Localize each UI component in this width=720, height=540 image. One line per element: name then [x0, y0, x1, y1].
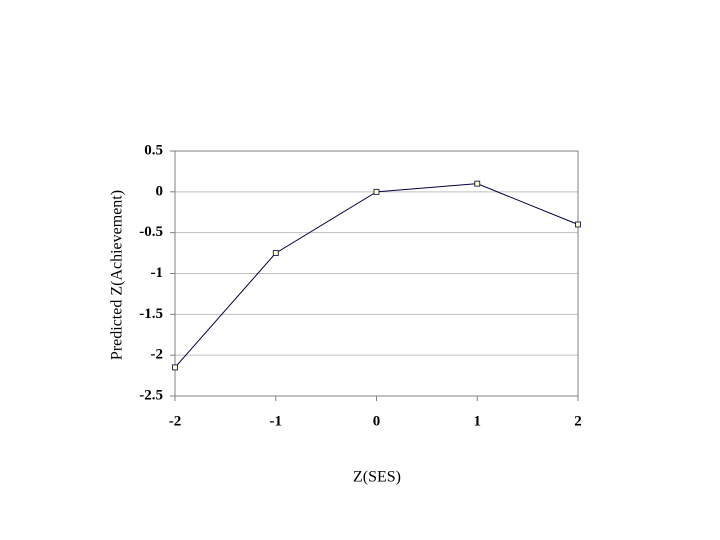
y-tick-label: 0: [156, 183, 164, 199]
y-tick-label: -1.5: [139, 306, 163, 322]
x-axis-label: Z(SES): [353, 469, 401, 486]
point-marker: [373, 188, 380, 195]
x-tick-label: -2: [169, 413, 182, 429]
y-tick-label: -2: [151, 347, 164, 363]
point-marker: [575, 221, 581, 228]
x-tick-label: 1: [474, 413, 482, 429]
y-tick-label: -1: [151, 265, 164, 281]
point-marker: [272, 250, 279, 256]
x-tick-label: 2: [574, 413, 582, 429]
y-tick-label: -0.5: [139, 224, 163, 240]
y-axis-label: Predicted Z(Achievement): [109, 190, 126, 360]
series-line: [174, 183, 579, 368]
x-tick-label: 0: [373, 413, 381, 429]
point-marker: [172, 364, 178, 371]
x-tick-label: -1: [270, 413, 283, 429]
point-marker: [474, 180, 481, 187]
y-tick-label: -2.5: [139, 387, 163, 403]
y-tick-label: 0.5: [144, 142, 163, 158]
